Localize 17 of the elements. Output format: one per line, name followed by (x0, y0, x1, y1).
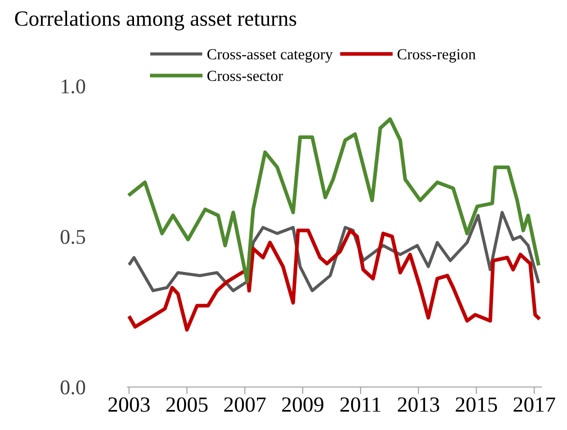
x-tick-label: 2009 (282, 397, 324, 412)
x-tick-label: 2013 (398, 397, 440, 412)
legend-label: Cross-asset category (207, 49, 333, 63)
x-tick-label: 2003 (108, 397, 150, 412)
chart-title: Correlations among asset returns (15, 10, 296, 30)
line-series (128, 117, 540, 284)
x-tick-label: 2017 (514, 397, 556, 412)
x-tick-label: 2015 (456, 397, 498, 412)
legend-label: Cross-region (398, 49, 476, 63)
y-tick-label: 0.5 (60, 230, 86, 244)
line-series (128, 228, 540, 332)
legend-label: Cross-sector (207, 70, 284, 82)
x-tick-label: 2011 (340, 397, 380, 412)
y-tick-label: 0.0 (60, 380, 86, 395)
y-tick-label: 1.0 (62, 79, 86, 94)
x-tick-label: 2007 (224, 397, 266, 412)
x-tick-label: 2005 (166, 397, 208, 412)
